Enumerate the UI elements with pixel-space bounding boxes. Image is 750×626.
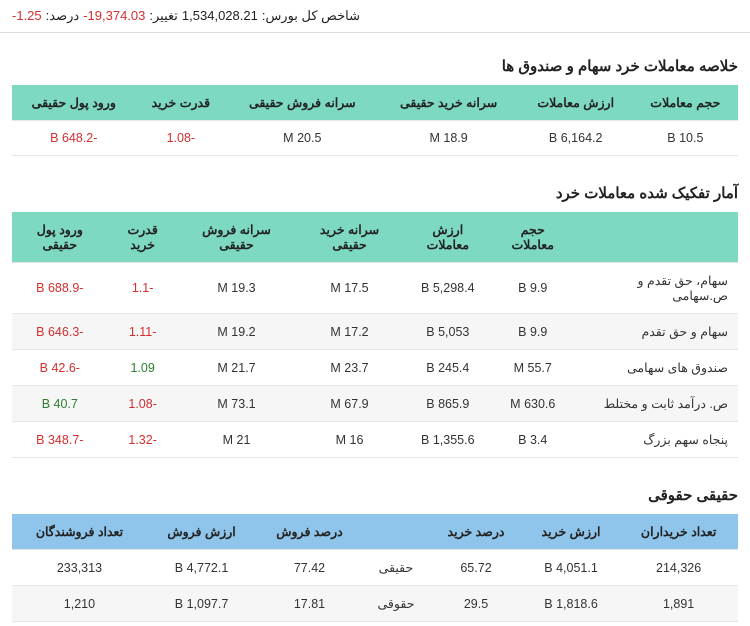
summary-title: خلاصه معاملات خرد سهام و صندوق ها	[12, 57, 738, 75]
cell-vol: 10.5 B	[633, 121, 738, 156]
cell: حقوقی	[363, 586, 429, 622]
cell: -348.7 B	[12, 422, 108, 458]
cell-val: 6,164.2 B	[519, 121, 633, 156]
cell: سهام، حق تقدم و ص.سهامی	[574, 263, 738, 314]
cell: 1,818.6 B	[523, 586, 619, 622]
col-buy: سرانه خرید حقیقی	[295, 212, 403, 263]
cell: 245.4 B	[404, 350, 492, 386]
cell: -1.1	[108, 263, 178, 314]
cell: 21.7 M	[178, 350, 296, 386]
summary-table: حجم معاملات ارزش معاملات سرانه خرید حقیق…	[12, 85, 738, 156]
cell: -1.08	[108, 386, 178, 422]
col-sellpct: درصد فروش	[256, 514, 363, 550]
cell: -42.6 B	[12, 350, 108, 386]
cell: حقیقی	[363, 550, 429, 586]
col-vol: حجم معاملات	[633, 85, 738, 121]
table-row: 1,8911,818.6 B29.5حقوقی17.811,097.7 B1,2…	[12, 586, 738, 622]
percent-label: درصد:	[46, 8, 80, 24]
cell: 1.09	[108, 350, 178, 386]
cell: 9.9 B	[492, 263, 574, 314]
col-vol: حجم معاملات	[492, 212, 574, 263]
cell: 9.9 B	[492, 314, 574, 350]
cell: 65.72	[429, 550, 523, 586]
index-label: شاخص کل بورس:	[262, 8, 360, 24]
cell: 67.9 M	[295, 386, 403, 422]
cell: 1,891	[619, 586, 738, 622]
cell: 865.9 B	[404, 386, 492, 422]
col-power: قدرت خرید	[108, 212, 178, 263]
col-power: قدرت خرید	[136, 85, 227, 121]
persons-table: تعداد خریداران ارزش خرید درصد خرید درصد …	[12, 514, 738, 622]
cell-inflow: -648.2 B	[12, 121, 136, 156]
change-value: 19,374.03-	[83, 8, 145, 24]
col-type	[363, 514, 429, 550]
cell: 233,313	[12, 550, 147, 586]
cell-buy: 18.9 M	[379, 121, 519, 156]
cell: 17.81	[256, 586, 363, 622]
cell: -688.9 B	[12, 263, 108, 314]
index-value: 1,534,028.21	[182, 8, 258, 24]
cell: 40.7 B	[12, 386, 108, 422]
col-buypct: درصد خرید	[429, 514, 523, 550]
col-val: ارزش معاملات	[404, 212, 492, 263]
table-row: پنجاه سهم بزرگ3.4 B1,355.6 B16 M21 M-1.3…	[12, 422, 738, 458]
cell: سهام و حق تقدم	[574, 314, 738, 350]
col-sellval: ارزش فروش	[147, 514, 256, 550]
cell: 19.2 M	[178, 314, 296, 350]
cell: 16 M	[295, 422, 403, 458]
cell: 3.4 B	[492, 422, 574, 458]
summary-section: خلاصه معاملات خرد سهام و صندوق ها حجم مع…	[0, 33, 750, 160]
cell: 17.2 M	[295, 314, 403, 350]
cell: 55.7 M	[492, 350, 574, 386]
table-row: صندوق های سهامی55.7 M245.4 B23.7 M21.7 M…	[12, 350, 738, 386]
col-sell: سرانه فروش حقیقی	[226, 85, 378, 121]
cell: 5,298.4 B	[404, 263, 492, 314]
table-row: 214,3264,051.1 B65.72حقیقی77.424,772.1 B…	[12, 550, 738, 586]
col-inflow: ورود پول حقیقی	[12, 85, 136, 121]
table-row: سهام و حق تقدم9.9 B5,053 B17.2 M19.2 M-1…	[12, 314, 738, 350]
cell: 17.5 M	[295, 263, 403, 314]
col-inflow: ورود پول حقیقی	[12, 212, 108, 263]
breakdown-table: حجم معاملات ارزش معاملات سرانه خرید حقیق…	[12, 212, 738, 458]
cell: 1,210	[12, 586, 147, 622]
breakdown-title: آمار تفکیک شده معاملات خرد	[12, 184, 738, 202]
col-buy: سرانه خرید حقیقی	[379, 85, 519, 121]
cell: 630.6 M	[492, 386, 574, 422]
table-row: سهام، حق تقدم و ص.سهامی9.9 B5,298.4 B17.…	[12, 263, 738, 314]
cell: پنجاه سهم بزرگ	[574, 422, 738, 458]
persons-section: حقیقی حقوقی تعداد خریداران ارزش خرید درص…	[0, 462, 750, 626]
persons-title: حقیقی حقوقی	[12, 486, 738, 504]
cell: 77.42	[256, 550, 363, 586]
cell: 23.7 M	[295, 350, 403, 386]
change-label: تغییر:	[149, 8, 178, 24]
cell: -1.11	[108, 314, 178, 350]
col-sellers: تعداد فروشندگان	[12, 514, 147, 550]
cell: 73.1 M	[178, 386, 296, 422]
cell: -1.32	[108, 422, 178, 458]
index-header: شاخص کل بورس: 1,534,028.21 تغییر: 19,374…	[0, 0, 750, 33]
col-buyers: تعداد خریداران	[619, 514, 738, 550]
table-row: ص. درآمد ثابت و مختلط630.6 M865.9 B67.9 …	[12, 386, 738, 422]
cell-power: -1.08	[136, 121, 227, 156]
cell: 19.3 M	[178, 263, 296, 314]
cell: 5,053 B	[404, 314, 492, 350]
col-val: ارزش معاملات	[519, 85, 633, 121]
col-sell: سرانه فروش حقیقی	[178, 212, 296, 263]
cell: -646.3 B	[12, 314, 108, 350]
col-label	[574, 212, 738, 263]
cell: 4,051.1 B	[523, 550, 619, 586]
cell: 29.5	[429, 586, 523, 622]
cell: 1,355.6 B	[404, 422, 492, 458]
cell-sell: 20.5 M	[226, 121, 378, 156]
cell: 21 M	[178, 422, 296, 458]
percent-value: 1.25-	[12, 8, 42, 24]
cell: ص. درآمد ثابت و مختلط	[574, 386, 738, 422]
cell: 4,772.1 B	[147, 550, 256, 586]
cell: صندوق های سهامی	[574, 350, 738, 386]
summary-row: 10.5 B 6,164.2 B 18.9 M 20.5 M -1.08 -64…	[12, 121, 738, 156]
col-buyval: ارزش خرید	[523, 514, 619, 550]
cell: 1,097.7 B	[147, 586, 256, 622]
cell: 214,326	[619, 550, 738, 586]
breakdown-section: آمار تفکیک شده معاملات خرد حجم معاملات ا…	[0, 160, 750, 462]
